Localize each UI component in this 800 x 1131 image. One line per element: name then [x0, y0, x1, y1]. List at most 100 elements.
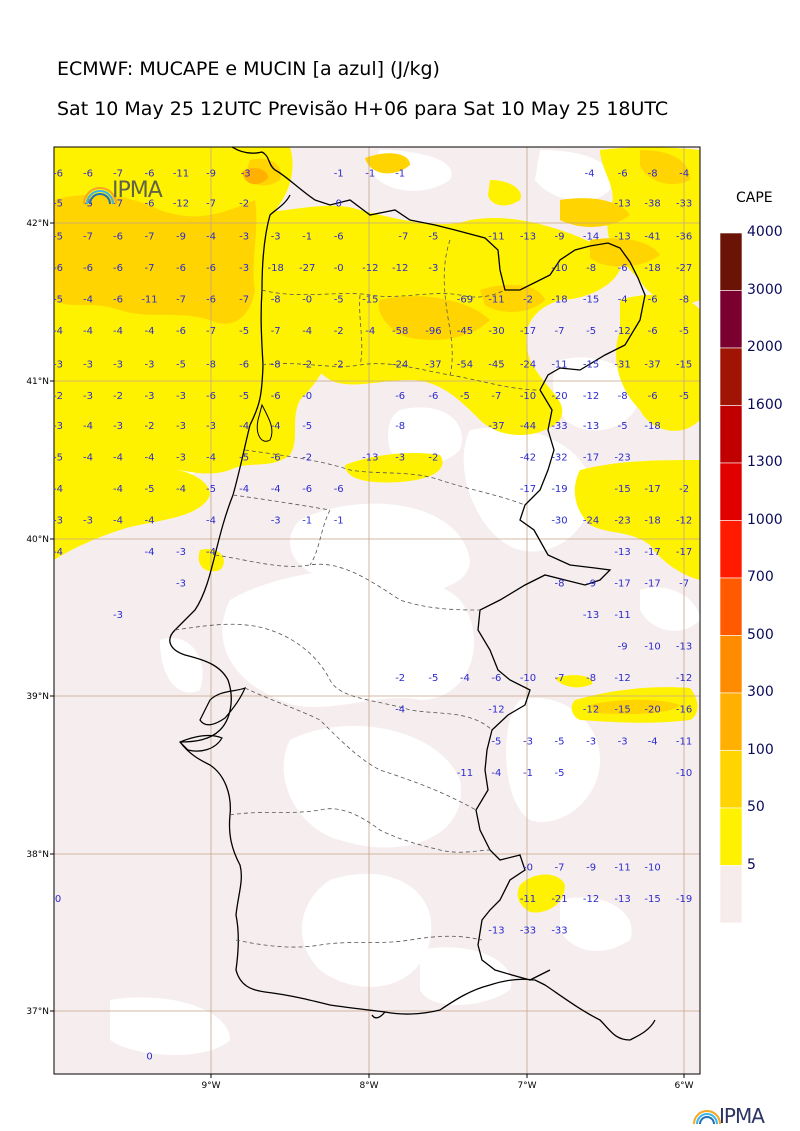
- cin-value-label: -4: [53, 547, 63, 558]
- cin-value-label: -3: [618, 736, 628, 747]
- cin-value-label: -12: [676, 516, 692, 527]
- cin-value-label: -19: [676, 894, 692, 905]
- cin-value-label: -10: [520, 391, 536, 402]
- cin-value-label: -3: [239, 263, 249, 274]
- cin-value-label: -4: [176, 484, 186, 495]
- cin-value-label: -7: [113, 199, 123, 210]
- cin-value-label: -7: [176, 295, 186, 306]
- axis-ticks: [50, 222, 685, 1078]
- cin-value-label: -0: [302, 391, 312, 402]
- cin-value-label: -9: [618, 642, 628, 653]
- cin-value-label: -13: [614, 894, 630, 905]
- cin-value-label: -15: [676, 359, 692, 370]
- colorbar-segment: [719, 462, 743, 521]
- cin-value-label: -33: [676, 199, 692, 210]
- cin-value-label: -18: [644, 516, 660, 527]
- cin-value-label: -3: [83, 359, 93, 370]
- cin-value-label: -21: [551, 894, 567, 905]
- colorbar-segment: [719, 405, 743, 464]
- cin-value-label: -6: [145, 169, 155, 180]
- cin-value-label: -4: [53, 326, 63, 337]
- cin-value-label: -13: [362, 452, 378, 463]
- cin-value-label: -32: [551, 452, 567, 463]
- cin-value-label: -12: [676, 673, 692, 684]
- cin-value-label: -11: [551, 359, 567, 370]
- cin-value-label: -4: [145, 326, 155, 337]
- cin-value-label: -7: [206, 326, 216, 337]
- cin-value-label: -15: [614, 484, 630, 495]
- cin-value-label: -4: [53, 484, 63, 495]
- cin-value-label: -4: [206, 232, 216, 243]
- cin-value-label: -18: [268, 263, 284, 274]
- cin-value-label: -3: [176, 452, 186, 463]
- cin-value-label: -5: [586, 326, 596, 337]
- cin-value-label: -2: [334, 326, 344, 337]
- cin-value-label: -9: [206, 169, 216, 180]
- cin-value-label: -9: [586, 579, 596, 590]
- cin-value-label: -3: [176, 421, 186, 432]
- cin-value-label: -37: [644, 359, 660, 370]
- cin-value-label: -3: [428, 263, 438, 274]
- cin-value-label: -5: [334, 295, 344, 306]
- cin-value-label: -18: [644, 263, 660, 274]
- cin-value-label: -3: [523, 736, 533, 747]
- cin-value-label: -8: [648, 169, 658, 180]
- cin-value-label: -3: [145, 359, 155, 370]
- colorbar-level-label: 1300: [747, 454, 783, 470]
- cin-value-label: -7: [83, 232, 93, 243]
- cin-value-label: -8: [618, 391, 628, 402]
- cin-value-label: -6: [53, 169, 63, 180]
- cin-value-label: -9: [555, 232, 565, 243]
- cin-value-label: -3: [113, 610, 123, 621]
- colorbar-level-label: 700: [747, 569, 774, 585]
- cin-value-label: -15: [362, 295, 378, 306]
- cin-value-label: -8: [271, 295, 281, 306]
- lat-label: 39°N: [26, 692, 49, 702]
- cin-value-label: -24: [392, 359, 408, 370]
- cin-value-label: -11: [457, 768, 473, 779]
- cin-value-label: -2: [523, 295, 533, 306]
- cin-value-label: -1: [334, 516, 344, 527]
- cin-value-label: -12: [488, 705, 504, 716]
- cin-value-label: -10: [676, 768, 692, 779]
- map-frame: [53, 146, 701, 1075]
- cin-value-label: -6: [239, 359, 249, 370]
- cin-value-label: -12: [614, 326, 630, 337]
- cin-value-label: -6: [176, 263, 186, 274]
- cin-value-label: -7: [555, 862, 565, 873]
- cin-value-label: -4: [365, 326, 375, 337]
- cin-value-label: -17: [644, 547, 660, 558]
- cin-value-label: -24: [583, 516, 599, 527]
- cin-value-label: -8: [395, 421, 405, 432]
- cin-value-label: -24: [520, 359, 536, 370]
- cin-value-label: -11: [614, 610, 630, 621]
- cin-value-label: -23: [614, 516, 630, 527]
- cin-value-label: -17: [520, 484, 536, 495]
- cin-value-label: -12: [614, 673, 630, 684]
- cin-value-label: -6: [395, 391, 405, 402]
- cin-value-label: -4: [113, 484, 123, 495]
- coastline-and-border: [169, 147, 656, 1041]
- cape-100-300-regions: [54, 150, 690, 715]
- cin-value-label: -4: [206, 452, 216, 463]
- lon-label: 6°W: [674, 1081, 693, 1091]
- colorbar-segment: [719, 807, 743, 866]
- cin-value-label: -45: [488, 359, 504, 370]
- cin-value-label: -44: [520, 421, 536, 432]
- cin-value-label: -12: [583, 705, 599, 716]
- cin-value-label: -0: [334, 263, 344, 274]
- district-boundaries: [174, 239, 541, 948]
- cin-value-label: -11: [488, 295, 504, 306]
- cin-value-label: -6: [206, 263, 216, 274]
- cin-value-label: -2: [145, 421, 155, 432]
- cin-value-label: -11: [614, 862, 630, 873]
- cin-value-label: -3: [206, 421, 216, 432]
- cin-value-label: -8: [206, 359, 216, 370]
- cin-value-label: -2: [113, 391, 123, 402]
- cin-value-label: -6: [113, 295, 123, 306]
- cin-value-label: -7: [398, 232, 408, 243]
- colorbar-segment: [719, 347, 743, 406]
- cin-value-label: -2: [334, 359, 344, 370]
- colorbar-level-label: 500: [747, 626, 774, 643]
- cin-value-label: -6: [206, 391, 216, 402]
